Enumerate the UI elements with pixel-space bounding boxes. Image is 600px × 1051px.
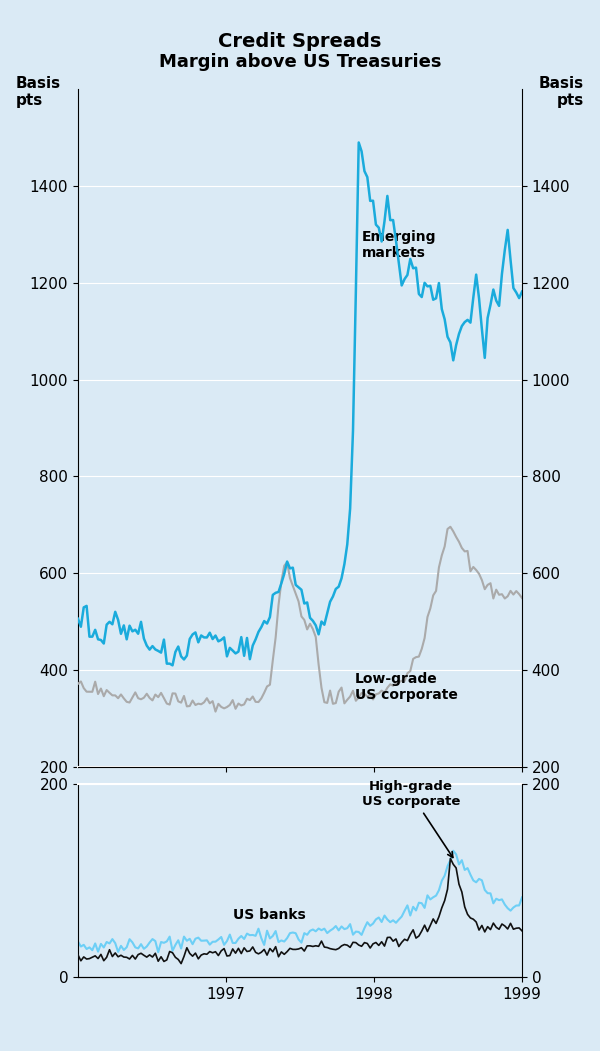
Text: Basis
pts: Basis pts [539, 76, 584, 108]
Text: Basis
pts: Basis pts [16, 76, 61, 108]
Text: Emerging
markets: Emerging markets [362, 229, 437, 260]
Text: Credit Spreads: Credit Spreads [218, 32, 382, 50]
Text: US banks: US banks [233, 908, 306, 922]
Text: Margin above US Treasuries: Margin above US Treasuries [159, 53, 441, 70]
Text: Low-grade
US corporate: Low-grade US corporate [355, 673, 458, 702]
Text: High-grade
US corporate: High-grade US corporate [362, 780, 460, 858]
